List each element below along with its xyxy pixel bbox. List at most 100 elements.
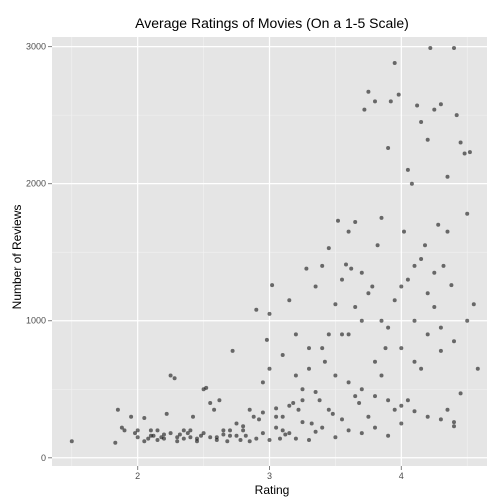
data-point <box>399 346 404 351</box>
data-point <box>452 424 456 429</box>
data-point <box>362 107 367 112</box>
data-point <box>373 425 377 430</box>
data-point <box>293 373 298 378</box>
data-point <box>164 411 169 416</box>
data-point <box>445 407 450 412</box>
data-point <box>188 428 193 433</box>
data-point <box>309 421 314 426</box>
data-point <box>155 438 160 442</box>
data-point <box>458 391 463 396</box>
data-point <box>386 398 391 403</box>
data-point <box>270 283 275 288</box>
data-point <box>293 436 298 441</box>
data-point <box>251 414 256 419</box>
data-point <box>333 302 338 307</box>
data-point <box>346 229 351 234</box>
data-point <box>438 102 443 107</box>
data-point <box>221 428 226 433</box>
data-point <box>359 387 364 392</box>
data-point <box>373 359 377 364</box>
x-axis-label: Rating <box>255 483 290 497</box>
data-point <box>333 373 338 378</box>
data-point <box>115 407 120 412</box>
data-point <box>359 431 364 436</box>
data-point <box>228 433 232 438</box>
data-point <box>415 103 420 108</box>
data-point <box>307 438 311 442</box>
data-point <box>181 436 186 441</box>
data-point <box>313 429 318 434</box>
data-point <box>191 414 195 419</box>
data-point <box>234 421 239 426</box>
data-point <box>412 263 417 268</box>
data-point <box>204 385 209 390</box>
data-point <box>379 215 384 220</box>
y-tick-label: 3000 <box>26 42 46 52</box>
data-point <box>260 380 265 385</box>
data-point <box>445 229 450 234</box>
data-point <box>386 146 391 150</box>
data-point <box>199 433 203 438</box>
y-tick-label: 0 <box>41 453 46 463</box>
data-point <box>449 283 454 288</box>
data-point <box>399 403 404 408</box>
data-point <box>283 432 288 437</box>
data-point <box>228 428 232 433</box>
data-point <box>379 318 384 323</box>
data-point <box>69 439 74 444</box>
data-point <box>257 417 261 422</box>
data-point <box>419 120 424 124</box>
data-point <box>432 270 437 275</box>
data-point <box>175 435 180 440</box>
data-point <box>412 318 417 323</box>
data-point <box>313 390 318 394</box>
data-point <box>326 407 331 412</box>
data-point <box>300 387 305 392</box>
data-point <box>162 436 166 441</box>
data-point <box>344 262 348 267</box>
data-point <box>148 428 153 433</box>
data-point <box>254 307 259 312</box>
data-points <box>69 46 480 445</box>
data-point <box>307 366 311 371</box>
data-point <box>349 266 354 271</box>
data-point <box>373 99 377 104</box>
data-point <box>287 298 292 303</box>
data-point <box>336 218 340 223</box>
data-point <box>423 243 427 248</box>
data-point <box>291 401 296 405</box>
data-point <box>195 439 199 444</box>
data-point <box>405 277 410 282</box>
data-point <box>353 305 358 309</box>
data-point <box>432 305 437 309</box>
data-point <box>175 439 180 444</box>
data-point <box>353 220 358 224</box>
data-point <box>267 438 272 442</box>
data-point <box>274 406 279 411</box>
data-point <box>409 181 414 186</box>
data-point <box>370 284 375 289</box>
data-point <box>274 414 279 419</box>
data-point <box>320 263 325 268</box>
data-point <box>452 46 456 50</box>
data-point <box>267 366 272 371</box>
plot-area <box>52 37 487 466</box>
data-point <box>452 420 456 425</box>
data-point <box>221 432 226 437</box>
data-point <box>340 417 344 422</box>
data-point <box>346 332 351 337</box>
y-axis-label: Number of Reviews <box>10 205 24 310</box>
data-point <box>142 439 147 444</box>
data-point <box>293 332 298 337</box>
data-point <box>280 428 285 433</box>
data-point <box>113 440 118 445</box>
data-point <box>133 431 137 436</box>
data-point <box>280 353 285 357</box>
data-point <box>300 398 305 403</box>
data-point <box>241 428 246 433</box>
data-point <box>399 284 404 289</box>
data-point <box>264 337 269 342</box>
data-point <box>267 311 272 316</box>
y-tick-label: 2000 <box>26 179 46 189</box>
